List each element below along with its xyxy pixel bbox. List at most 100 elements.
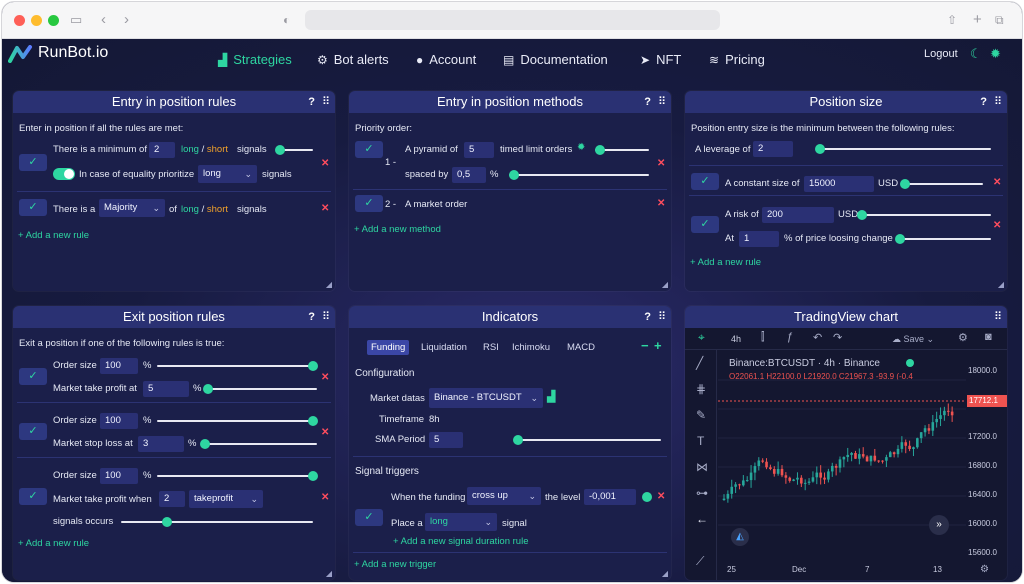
rule-toggle-check[interactable]: ✓	[19, 488, 47, 505]
delete-method-icon[interactable]: ✕	[657, 158, 666, 169]
drag-handle-icon[interactable]: ⠿	[993, 311, 1002, 323]
sma-slider-knob[interactable]	[513, 435, 523, 445]
price-change-slider-track[interactable]	[899, 238, 991, 240]
level-input[interactable]: -0,001	[584, 489, 636, 505]
add-method-button[interactable]: + Add a new method	[354, 224, 441, 235]
trigger-toggle-check[interactable]: ✓	[355, 509, 383, 526]
trendline-icon[interactable]: ╱	[696, 356, 704, 370]
sma-slider-track[interactable]	[515, 439, 661, 441]
risk-slider-knob[interactable]	[857, 210, 867, 220]
redo-icon[interactable]: ↷	[833, 332, 843, 344]
nav-strategies[interactable]: ▟ Strategies	[218, 52, 292, 67]
delete-trigger-icon[interactable]: ✕	[657, 491, 666, 502]
back-arrow-icon[interactable]: ‹	[101, 11, 106, 28]
gear-icon[interactable]: ✹	[990, 46, 1001, 61]
delete-rule-icon[interactable]: ✕	[321, 203, 330, 214]
signals-slider-knob[interactable]	[162, 517, 172, 527]
resize-handle-icon[interactable]: ◢	[325, 569, 332, 578]
drag-handle-icon[interactable]: ⠿	[993, 96, 1002, 108]
forward-arrow-icon[interactable]: ›	[124, 11, 129, 28]
minimize-window-button[interactable]	[31, 15, 42, 26]
remove-indicator-button[interactable]: −	[641, 338, 649, 353]
signal-count-input[interactable]: 2	[159, 491, 185, 507]
signal-side-select[interactable]: long ⌄	[425, 513, 497, 531]
spacing-slider-knob[interactable]	[509, 170, 519, 180]
method-toggle-check[interactable]: ✓	[355, 195, 383, 212]
undo-icon[interactable]: ↶	[813, 332, 823, 344]
chart-icon[interactable]: ▟	[547, 391, 556, 403]
market-datas-select[interactable]: Binance - BTCUSDT ⌄	[429, 388, 543, 408]
equality-toggle[interactable]	[53, 168, 75, 180]
signals-slider-knob[interactable]	[275, 145, 285, 155]
back-icon[interactable]: ←	[696, 512, 708, 526]
price-change-slider-knob[interactable]	[895, 234, 905, 244]
add-rule-button[interactable]: + Add a new rule	[690, 257, 762, 268]
moon-icon[interactable]: ☾	[970, 46, 982, 61]
tab-macd[interactable]: MACD	[567, 342, 595, 353]
take-profit-slider-knob[interactable]	[203, 384, 213, 394]
candlestick-chart[interactable]	[718, 350, 966, 562]
add-trigger-button[interactable]: + Add a new trigger	[354, 559, 437, 570]
help-icon[interactable]: ?	[980, 96, 987, 108]
resize-handle-icon[interactable]: ◢	[997, 280, 1004, 289]
text-icon[interactable]: T	[697, 434, 705, 448]
fib-icon[interactable]: ⋕	[696, 382, 707, 396]
timeframe-button[interactable]: 4h	[731, 334, 742, 344]
scroll-to-latest-icon[interactable]: »	[929, 515, 949, 535]
stop-loss-input[interactable]: 3	[138, 436, 184, 452]
add-rule-button[interactable]: + Add a new rule	[18, 230, 90, 241]
chart-settings-icon[interactable]: ⚙	[980, 564, 989, 575]
rule-toggle-check[interactable]: ✓	[691, 216, 719, 233]
ruler-icon[interactable]: ⟋	[696, 554, 705, 568]
delete-rule-icon[interactable]: ✕	[321, 158, 330, 169]
measure-icon[interactable]: ⊶	[696, 486, 708, 500]
nav-nft[interactable]: ➤ NFT	[640, 52, 681, 67]
candles-icon[interactable]: ⫿	[761, 331, 765, 343]
order-size-slider-knob[interactable]	[308, 471, 318, 481]
risk-input[interactable]: 200	[762, 207, 834, 223]
minimum-signals-input[interactable]: 2	[149, 142, 175, 158]
sma-period-input[interactable]: 5	[429, 432, 463, 448]
pattern-icon[interactable]: ⋈	[696, 460, 708, 474]
logout-link[interactable]: Logout	[924, 48, 958, 60]
order-size-slider-knob[interactable]	[308, 416, 318, 426]
delete-rule-icon[interactable]: ✕	[993, 177, 1002, 188]
tradingview-widget[interactable]: ⌖ 4h ⫿ ƒ ↶ ↷ ☁ Save ⌄ ⚙ ◙ ╱ ⋕ ✎ T ⋈ ⊶ ← …	[685, 328, 1007, 580]
sidebar-toggle-icon[interactable]: ▭	[70, 12, 83, 27]
pyramid-slider-knob[interactable]	[595, 145, 605, 155]
rule-toggle-check[interactable]: ✓	[19, 423, 47, 440]
tradingview-logo-icon[interactable]: ◭	[731, 528, 749, 546]
method-toggle-check[interactable]: ✓	[355, 141, 383, 158]
brand-name[interactable]: RunBot.io	[38, 44, 109, 61]
help-icon[interactable]: ?	[308, 96, 315, 108]
prioritize-select[interactable]: long ⌄	[198, 165, 257, 183]
drag-handle-icon[interactable]: ⠿	[657, 96, 666, 108]
delete-rule-icon[interactable]: ✕	[321, 427, 330, 438]
add-rule-button[interactable]: + Add a new rule	[18, 538, 90, 549]
maximize-window-button[interactable]	[48, 15, 59, 26]
delete-rule-icon[interactable]: ✕	[993, 220, 1002, 231]
resize-handle-icon[interactable]: ◢	[325, 280, 332, 289]
settings-gear-icon[interactable]: ✹	[577, 142, 586, 153]
help-icon[interactable]: ?	[644, 96, 651, 108]
brush-icon[interactable]: ✎	[696, 408, 707, 422]
nav-documentation[interactable]: ▤ Documentation	[503, 52, 608, 67]
delete-method-icon[interactable]: ✕	[657, 198, 666, 209]
majority-select[interactable]: Majority ⌄	[99, 199, 165, 217]
resize-handle-icon[interactable]: ◢	[661, 280, 668, 289]
stop-loss-slider-track[interactable]	[203, 443, 317, 445]
nav-pricing[interactable]: ≋ Pricing	[709, 52, 765, 67]
stop-loss-slider-knob[interactable]	[200, 439, 210, 449]
rule-toggle-check[interactable]: ✓	[19, 199, 47, 216]
price-change-input[interactable]: 1	[739, 231, 779, 247]
save-button[interactable]: ☁ Save ⌄	[892, 334, 935, 344]
constant-size-slider-knob[interactable]	[900, 179, 910, 189]
delete-rule-icon[interactable]: ✕	[321, 372, 330, 383]
signals-slider-track[interactable]	[121, 521, 313, 523]
leverage-input[interactable]: 2	[753, 141, 793, 157]
rule-toggle-check[interactable]: ✓	[19, 368, 47, 385]
tab-rsi[interactable]: RSI	[483, 342, 499, 353]
add-indicator-button[interactable]: +	[654, 338, 662, 353]
shield-icon[interactable]: ◐	[283, 13, 291, 27]
indicators-fx-icon[interactable]: ƒ	[787, 331, 794, 343]
